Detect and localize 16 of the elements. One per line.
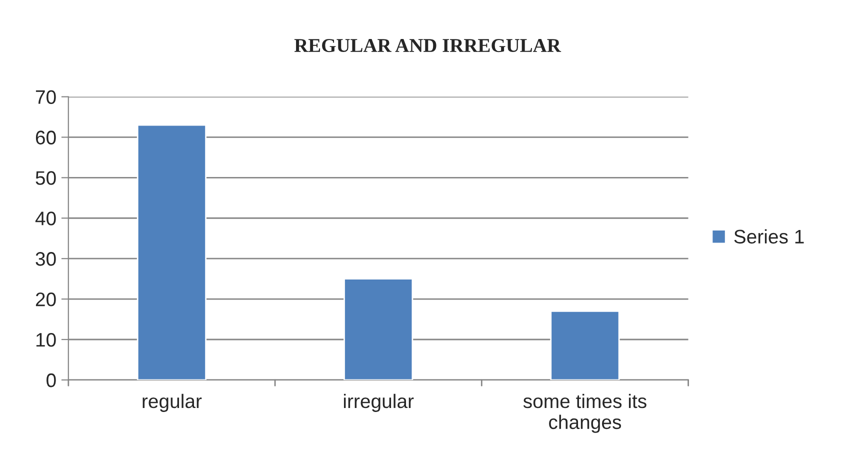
y-tick-label: 10 <box>36 332 56 347</box>
legend-label: Series 1 <box>734 229 804 244</box>
bar <box>550 310 620 380</box>
y-tick-label: 0 <box>46 373 56 388</box>
bar <box>344 278 414 380</box>
bar <box>136 124 206 380</box>
chart-title: REGULAR AND IRREGULAR <box>294 39 562 52</box>
y-tick-label: 40 <box>35 212 56 226</box>
y-tick-label: 30 <box>36 252 56 266</box>
x-tick-label: regular <box>142 394 202 412</box>
y-tick-label: 20 <box>36 292 56 306</box>
x-tick-label: irregular <box>344 394 414 412</box>
y-tick-label: 60 <box>36 130 56 144</box>
x-tick-label: some times its changes <box>523 394 646 433</box>
y-tick-label: 70 <box>36 90 56 104</box>
y-tick-label: 50 <box>36 171 56 185</box>
